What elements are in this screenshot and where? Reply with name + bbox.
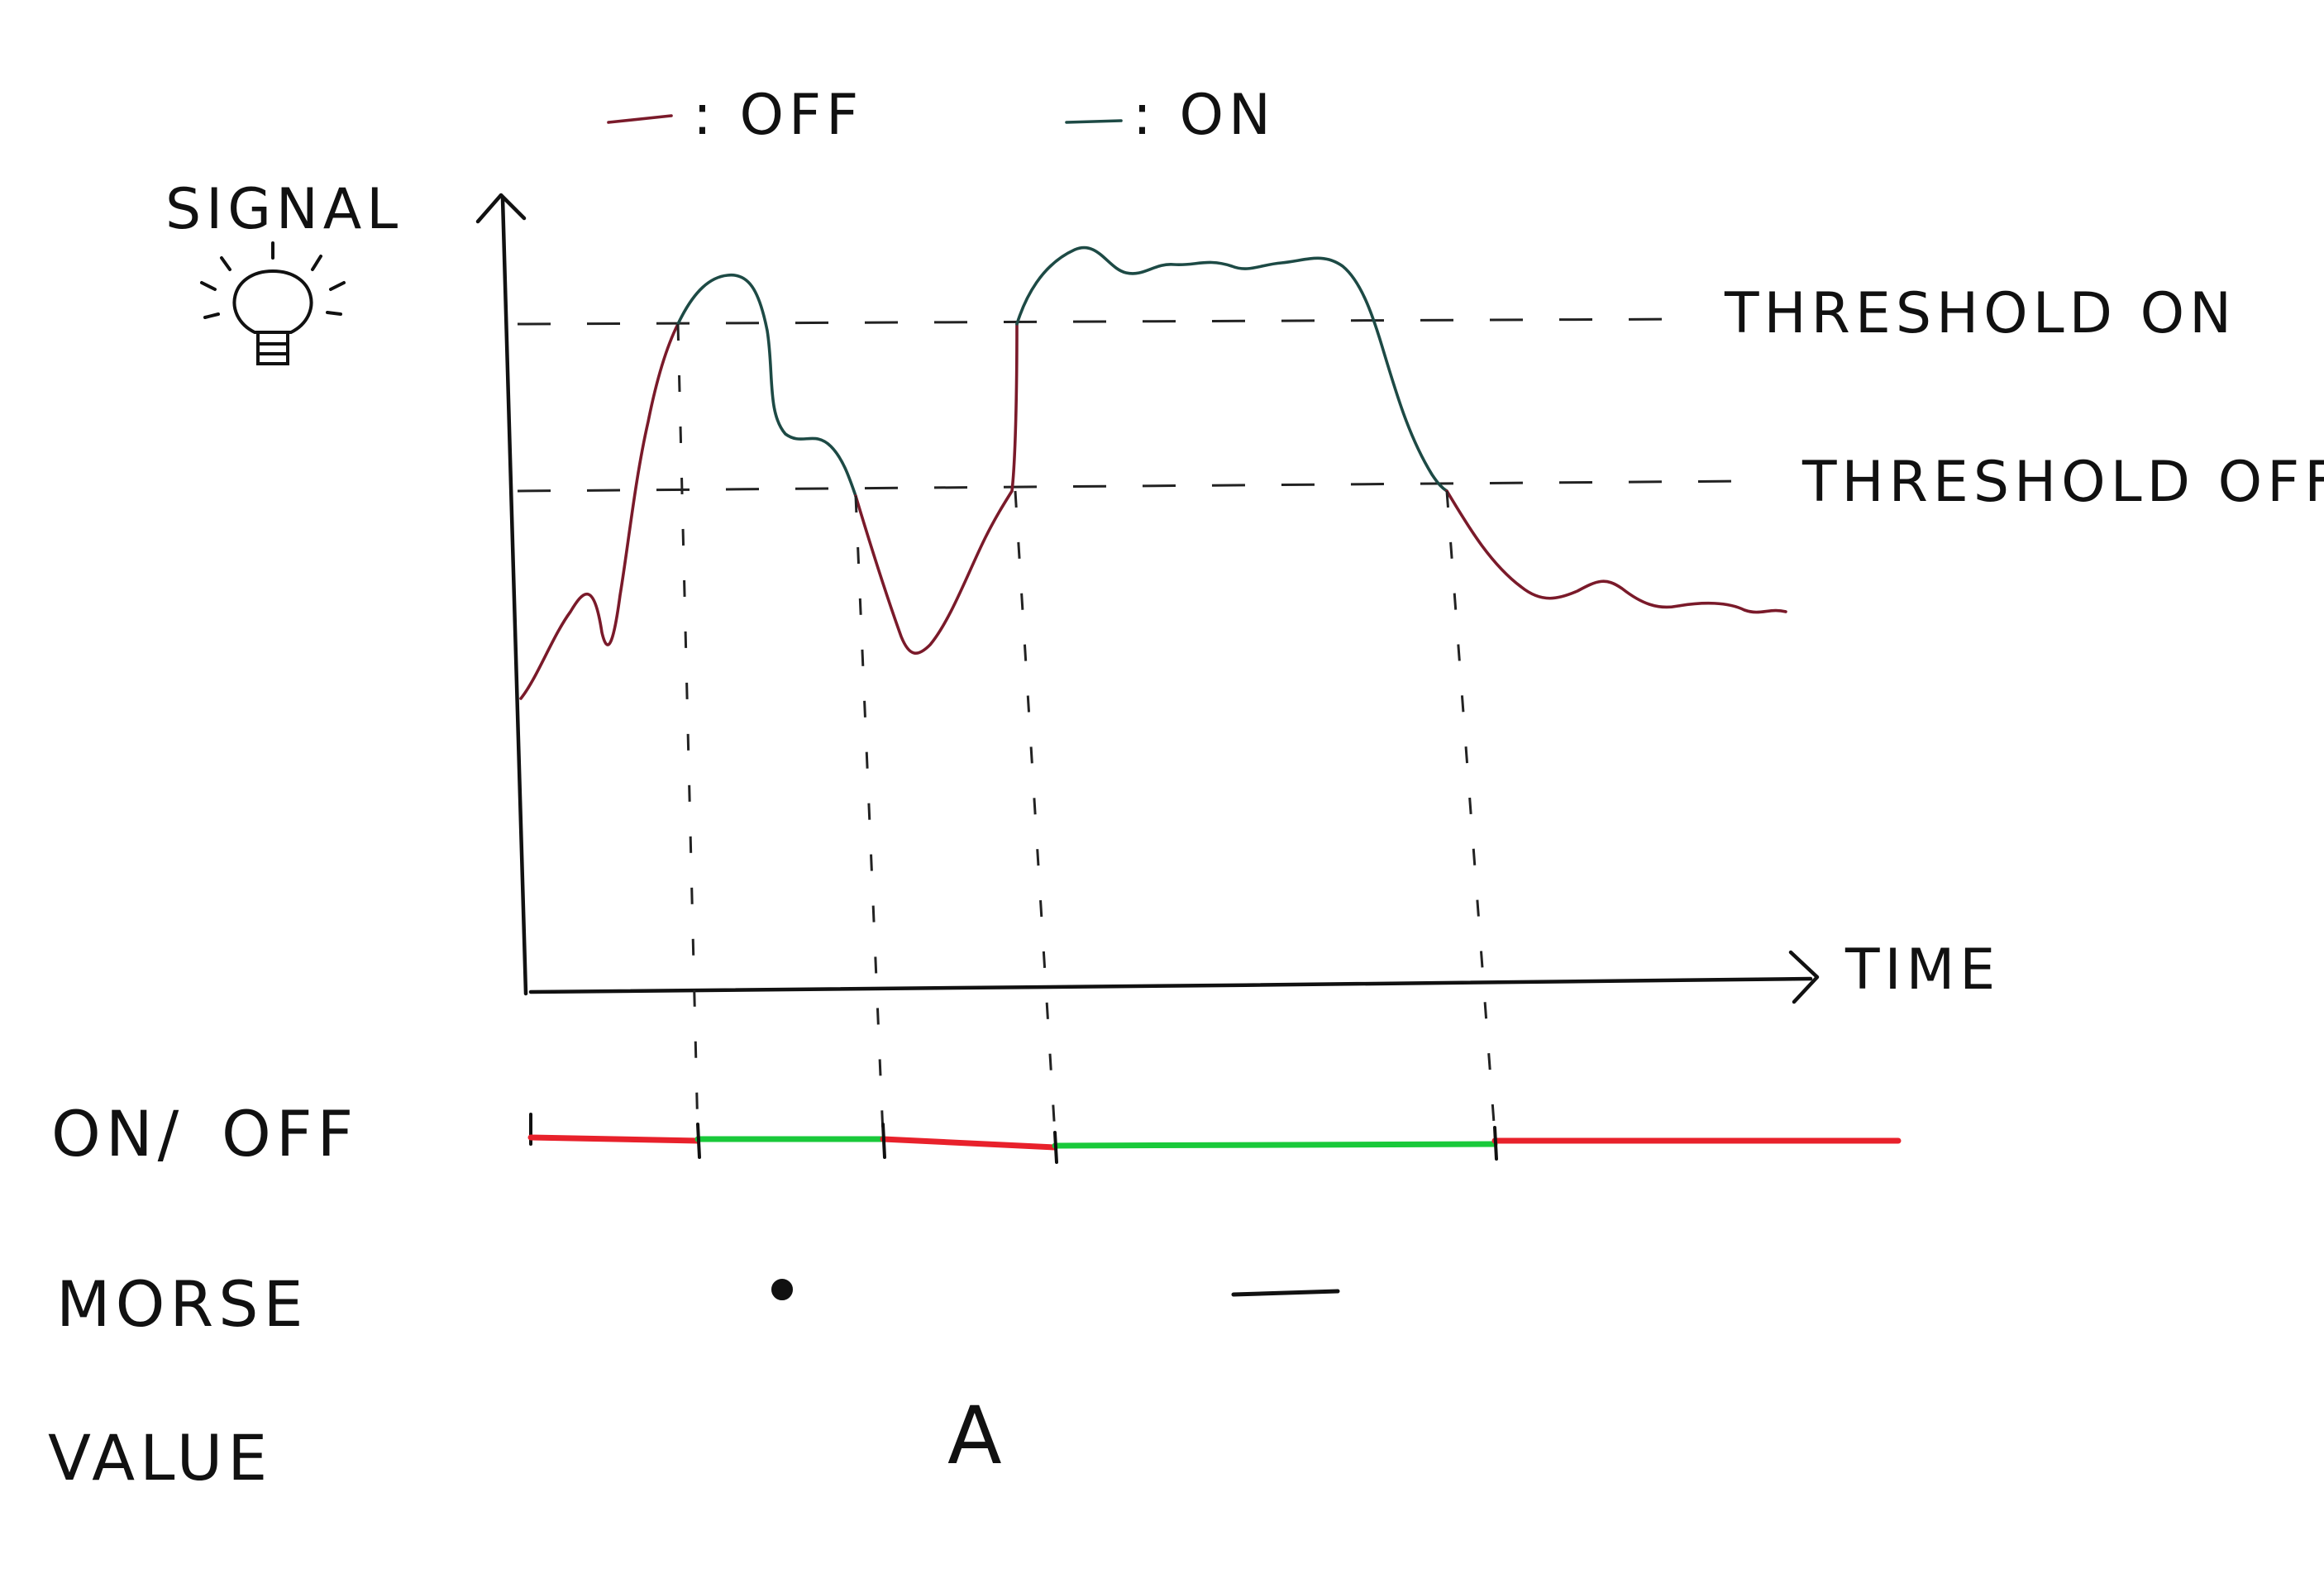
x-axis-label: TIME [1844, 937, 2000, 1003]
state-bar-off [527, 1134, 701, 1144]
state-bar-on [1052, 1141, 1498, 1149]
legend: : OFF : ON [607, 83, 1276, 148]
onoff-row: ON/ OFF [51, 1097, 1902, 1171]
signal-segment-on-2 [1015, 246, 1448, 493]
state-bar-divider [696, 1123, 701, 1159]
transition-guide [676, 323, 699, 1135]
transition-guide [1445, 490, 1496, 1135]
state-bar-divider [1493, 1126, 1498, 1161]
morse-row: MORSE [56, 1267, 1340, 1341]
signal-segment-off-3 [1445, 489, 1787, 614]
axes: TIME [475, 193, 2000, 1004]
thresholds: THRESHOLD ON THRESHOLD OFF [517, 281, 2324, 515]
signal-segment-on-1 [676, 273, 857, 498]
state-bar-off [880, 1136, 1058, 1151]
y-axis [500, 196, 528, 996]
legend-on-swatch [1065, 119, 1123, 124]
threshold-off-line [517, 479, 1744, 493]
y-axis-arrowhead [475, 193, 527, 224]
legend-off-swatch [607, 114, 673, 124]
signal-segment-off-2 [854, 322, 1019, 655]
lightbulb-icon [200, 241, 346, 365]
state-bar-divider [1053, 1131, 1058, 1164]
morse-dot-symbol [771, 1279, 793, 1300]
transition-guide [1014, 490, 1057, 1135]
legend-on-label: : ON [1133, 83, 1276, 148]
state-bar-divider [881, 1123, 886, 1159]
y-axis-label: SIGNAL [165, 177, 403, 242]
x-axis-arrowhead [1788, 950, 1820, 1004]
morse-dash-symbol [1231, 1289, 1340, 1297]
threshold-on-label: THRESHOLD ON [1724, 281, 2236, 346]
transition-guide [854, 495, 885, 1135]
morse-row-label: MORSE [56, 1267, 308, 1341]
onoff-row-label-on: ON/ [51, 1097, 184, 1171]
value-row-label: VALUE [48, 1421, 272, 1495]
threshold-on-line [517, 317, 1694, 326]
decoded-value: A [947, 1390, 1007, 1482]
x-axis [528, 976, 1813, 994]
transition-guides [676, 323, 1496, 1135]
legend-off-label: : OFF [693, 83, 863, 148]
value-row: VALUE A [48, 1390, 1007, 1495]
signal-curve [519, 246, 1787, 700]
threshold-off-label: THRESHOLD OFF [1801, 450, 2324, 515]
signal-segment-off-1 [519, 322, 680, 700]
onoff-row-label-off: OFF [222, 1097, 358, 1171]
